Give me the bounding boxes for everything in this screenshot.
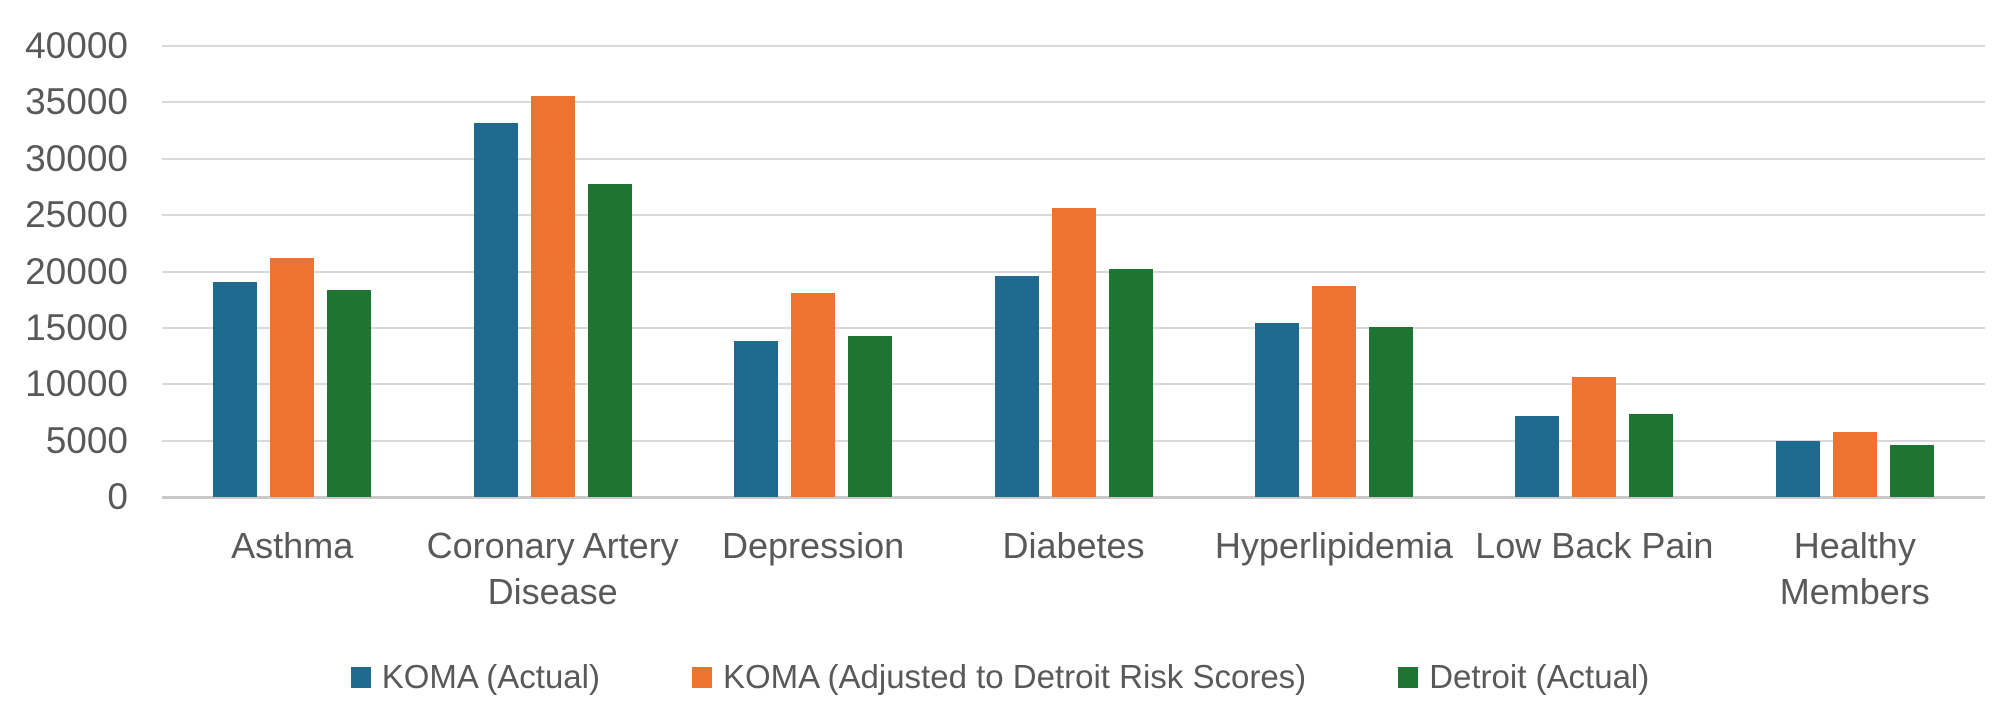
y-tick-label: 25000 — [25, 194, 128, 236]
plot-area — [162, 45, 1985, 499]
y-tick-label: 5000 — [45, 419, 128, 461]
x-category-label: Asthma — [231, 525, 354, 566]
bar — [1254, 323, 1299, 497]
legend-item: KOMA (Adjusted to Detroit Risk Scores) — [691, 658, 1307, 696]
bar — [270, 258, 315, 497]
legend-marker-icon — [1398, 666, 1419, 688]
bar — [1108, 269, 1153, 497]
legend-marker-icon — [350, 666, 371, 688]
gridline — [162, 101, 1985, 104]
bar — [1775, 441, 1820, 497]
y-tick-label: 10000 — [25, 363, 128, 405]
bar — [1572, 377, 1617, 497]
y-tick-label: 40000 — [25, 25, 128, 66]
bar — [1832, 432, 1877, 497]
x-category-label: Healthy Members — [1779, 525, 1930, 612]
y-tick-label: 15000 — [25, 306, 128, 348]
x-category-label: Diabetes — [1002, 525, 1145, 566]
legend-marker-icon — [691, 666, 712, 688]
legend-label: Detroit (Actual) — [1429, 658, 1650, 695]
bar — [1051, 208, 1096, 497]
bar-group — [1515, 46, 1674, 497]
gridline — [162, 45, 1985, 47]
bar — [473, 123, 518, 497]
bar-group — [213, 46, 372, 497]
legend-item: Detroit (Actual) — [1398, 658, 1649, 696]
bar — [994, 276, 1039, 497]
bar — [1311, 286, 1356, 497]
legend-item: KOMA (Actual) — [350, 658, 600, 696]
bar — [213, 282, 258, 497]
bar — [587, 184, 632, 497]
x-category-label: Low Back Pain — [1475, 525, 1714, 566]
legend-label: KOMA (Actual) — [381, 658, 600, 695]
legend: KOMA (Actual) KOMA (Adjusted to Detroit R… — [0, 658, 2000, 696]
bar — [327, 290, 372, 497]
x-category-label: Coronary Artery Disease — [426, 525, 679, 612]
x-axis-line — [162, 496, 1985, 499]
x-category-label: Hyperlipidemia — [1214, 525, 1453, 566]
bar-group — [473, 46, 632, 497]
bar — [1515, 416, 1560, 497]
y-tick-label: 20000 — [25, 250, 128, 292]
bar — [1889, 445, 1934, 497]
y-tick-label: 30000 — [25, 137, 128, 179]
y-tick-label: 35000 — [25, 81, 128, 123]
bar — [848, 336, 893, 497]
y-axis: 0 5000 10000 15000 20000 25000 30000 35000 40000 — [0, 0, 128, 717]
bar-group — [1254, 46, 1413, 497]
y-tick-label: 0 — [107, 476, 128, 517]
bar — [734, 341, 779, 497]
x-category-label: Depression — [722, 525, 905, 566]
bar-group — [1775, 46, 1934, 497]
bar — [1368, 327, 1413, 497]
bar — [1629, 414, 1674, 497]
legend-label: KOMA (Adjusted to Detroit Risk Scores) — [722, 658, 1307, 695]
bar-group — [734, 46, 893, 497]
bar-group — [994, 46, 1153, 497]
bar — [530, 96, 575, 497]
bar — [791, 293, 836, 497]
gridline — [162, 157, 1985, 160]
